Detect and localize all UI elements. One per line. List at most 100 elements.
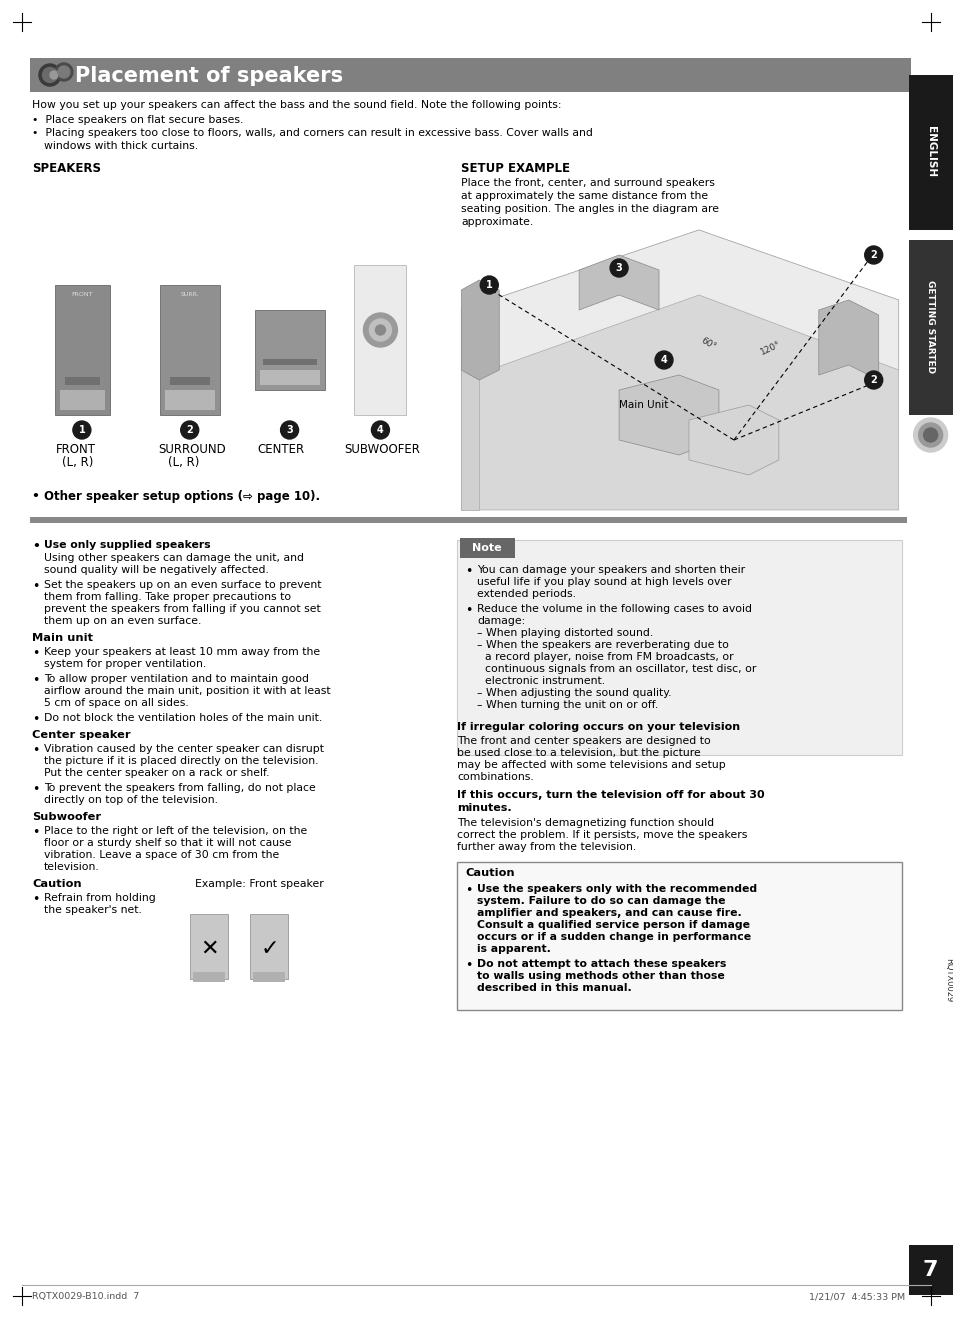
- Text: •: •: [31, 894, 39, 905]
- Text: Main unit: Main unit: [31, 633, 92, 643]
- FancyBboxPatch shape: [355, 265, 406, 415]
- Text: Main Unit: Main Unit: [618, 399, 668, 410]
- Text: 3: 3: [286, 424, 293, 435]
- Text: Example: Front speaker: Example: Front speaker: [194, 879, 323, 890]
- Text: prevent the speakers from falling if you cannot set: prevent the speakers from falling if you…: [44, 604, 320, 614]
- Circle shape: [58, 66, 70, 78]
- Text: to walls using methods other than those: to walls using methods other than those: [476, 971, 724, 981]
- Circle shape: [369, 319, 391, 341]
- Polygon shape: [578, 254, 659, 310]
- Text: a record player, noise from FM broadcasts, or: a record player, noise from FM broadcast…: [485, 652, 733, 662]
- Polygon shape: [688, 405, 778, 474]
- Text: sound quality will be negatively affected.: sound quality will be negatively affecte…: [44, 565, 269, 575]
- Text: Reduce the volume in the following cases to avoid: Reduce the volume in the following cases…: [476, 604, 752, 614]
- Text: (L, R): (L, R): [62, 456, 93, 469]
- Text: You can damage your speakers and shorten their: You can damage your speakers and shorten…: [476, 565, 744, 575]
- Text: 120°: 120°: [758, 340, 781, 357]
- Text: 2: 2: [869, 376, 876, 385]
- Text: Do not attempt to attach these speakers: Do not attempt to attach these speakers: [476, 960, 726, 969]
- Text: system. Failure to do so can damage the: system. Failure to do so can damage the: [476, 896, 725, 905]
- Text: the speaker's net.: the speaker's net.: [44, 905, 142, 915]
- Bar: [60, 390, 105, 410]
- Text: electronic instrument.: electronic instrument.: [485, 676, 605, 685]
- Text: SUBWOOFER: SUBWOOFER: [344, 443, 420, 456]
- Text: •  Placing speakers too close to floors, walls, and corners can result in excess: • Placing speakers too close to floors, …: [31, 128, 592, 138]
- Text: ✓: ✓: [260, 938, 278, 960]
- Text: SURROUND: SURROUND: [157, 443, 225, 456]
- FancyBboxPatch shape: [254, 310, 324, 390]
- Circle shape: [923, 428, 937, 442]
- Text: Other speaker setup options (⇨ page 10).: Other speaker setup options (⇨ page 10).: [44, 490, 319, 503]
- Circle shape: [913, 418, 946, 452]
- Polygon shape: [461, 231, 898, 510]
- Text: may be affected with some televisions and setup: may be affected with some televisions an…: [456, 760, 725, 770]
- Text: The front and center speakers are designed to: The front and center speakers are design…: [456, 735, 710, 746]
- Text: To allow proper ventilation and to maintain good: To allow proper ventilation and to maint…: [44, 673, 309, 684]
- Text: •: •: [31, 673, 39, 687]
- Bar: [907, 240, 952, 415]
- Bar: [65, 377, 100, 385]
- Bar: [165, 390, 214, 410]
- Polygon shape: [461, 310, 478, 510]
- Text: correct the problem. If it persists, move the speakers: correct the problem. If it persists, mov…: [456, 830, 747, 840]
- Text: be used close to a television, but the picture: be used close to a television, but the p…: [456, 749, 700, 758]
- Text: •: •: [465, 604, 472, 617]
- Text: 3: 3: [615, 264, 621, 273]
- Text: Do not block the ventilation holes of the main unit.: Do not block the ventilation holes of th…: [44, 713, 322, 724]
- Text: If this occurs, turn the television off for about 30: If this occurs, turn the television off …: [456, 789, 764, 800]
- Text: airflow around the main unit, position it with at least: airflow around the main unit, position i…: [44, 685, 330, 696]
- Text: Consult a qualified service person if damage: Consult a qualified service person if da…: [476, 920, 749, 931]
- Text: approximate.: approximate.: [461, 217, 533, 227]
- Text: FRONT: FRONT: [56, 443, 96, 456]
- Circle shape: [655, 351, 672, 369]
- Text: further away from the television.: further away from the television.: [456, 842, 636, 851]
- Circle shape: [50, 71, 58, 79]
- Text: To prevent the speakers from falling, do not place: To prevent the speakers from falling, do…: [44, 783, 315, 793]
- Circle shape: [39, 65, 61, 86]
- Text: seating position. The angles in the diagram are: seating position. The angles in the diag…: [461, 204, 719, 214]
- Bar: [907, 1246, 952, 1296]
- Polygon shape: [461, 231, 898, 380]
- Circle shape: [55, 63, 72, 80]
- Text: 60°: 60°: [699, 336, 717, 352]
- Bar: [190, 913, 228, 979]
- Text: •: •: [31, 783, 39, 796]
- Text: •: •: [465, 565, 472, 579]
- Text: •: •: [31, 743, 39, 757]
- Text: – When adjusting the sound quality.: – When adjusting the sound quality.: [476, 688, 671, 699]
- Text: vibration. Leave a space of 30 cm from the: vibration. Leave a space of 30 cm from t…: [44, 850, 279, 861]
- Bar: [253, 971, 284, 982]
- Text: SETUP EXAMPLE: SETUP EXAMPLE: [461, 162, 570, 175]
- Polygon shape: [818, 301, 878, 380]
- Text: Use the speakers only with the recommended: Use the speakers only with the recommend…: [476, 884, 757, 894]
- Polygon shape: [461, 279, 498, 380]
- Text: damage:: damage:: [476, 616, 525, 626]
- Text: the picture if it is placed directly on the television.: the picture if it is placed directly on …: [44, 757, 318, 766]
- Text: 4: 4: [660, 355, 667, 365]
- Text: SURR.: SURR.: [180, 293, 199, 298]
- Text: 4: 4: [376, 424, 383, 435]
- Text: •: •: [31, 580, 39, 593]
- Text: Place to the right or left of the television, on the: Place to the right or left of the televi…: [44, 826, 307, 836]
- Text: Placement of speakers: Placement of speakers: [75, 66, 343, 86]
- Text: (L, R): (L, R): [168, 456, 199, 469]
- Text: minutes.: minutes.: [456, 803, 512, 813]
- Bar: [170, 377, 210, 385]
- Text: them up on an even surface.: them up on an even surface.: [44, 616, 201, 626]
- Text: If irregular coloring occurs on your television: If irregular coloring occurs on your tel…: [456, 722, 740, 731]
- Circle shape: [863, 246, 882, 264]
- Text: Using other speakers can damage the unit, and: Using other speakers can damage the unit…: [44, 554, 304, 563]
- Text: FRONT: FRONT: [71, 293, 92, 298]
- Text: ✕: ✕: [200, 938, 219, 960]
- Text: Put the center speaker on a rack or shelf.: Put the center speaker on a rack or shel…: [44, 768, 269, 778]
- Circle shape: [42, 67, 57, 83]
- Circle shape: [363, 312, 397, 347]
- Text: •: •: [31, 647, 39, 660]
- Text: Note: Note: [472, 543, 501, 554]
- Text: at approximately the same distance from the: at approximately the same distance from …: [461, 191, 708, 202]
- Text: television.: television.: [44, 862, 99, 873]
- Text: – When turning the unit on or off.: – When turning the unit on or off.: [476, 700, 658, 710]
- Text: Place the front, center, and surround speakers: Place the front, center, and surround sp…: [461, 178, 715, 188]
- Text: Vibration caused by the center speaker can disrupt: Vibration caused by the center speaker c…: [44, 743, 324, 754]
- Circle shape: [918, 423, 942, 447]
